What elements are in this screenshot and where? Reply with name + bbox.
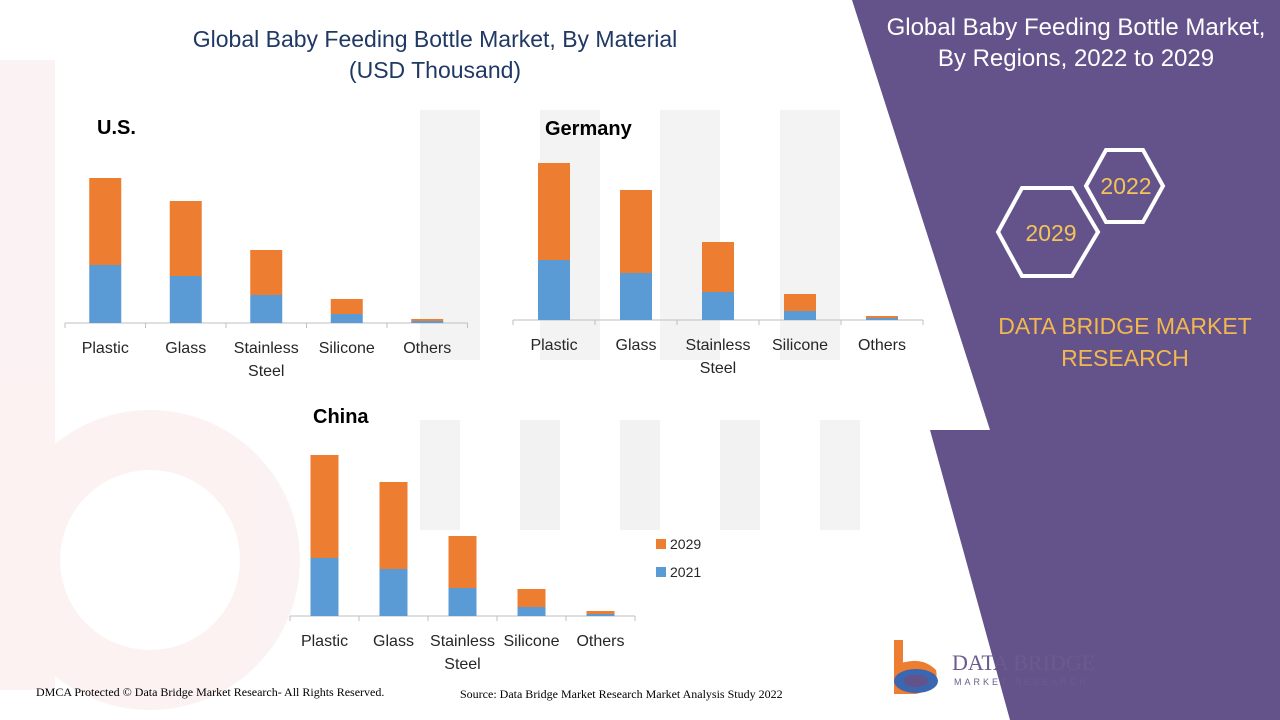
bar-2029-glass	[169, 201, 202, 276]
bar-2029-glass	[379, 482, 408, 569]
bar-2029-stainless-steel	[702, 242, 734, 292]
legend-swatch-2029	[656, 539, 666, 549]
logo-mark-icon	[894, 640, 938, 694]
x-tick-label: Stainless Steel	[234, 340, 299, 380]
x-tick-label: Glass	[616, 337, 657, 354]
hex-2029-label: 2029	[1025, 220, 1076, 246]
bar-2021-stainless-steel	[448, 588, 477, 616]
bar-2029-glass	[620, 190, 652, 273]
x-tick-label: Plastic	[530, 337, 577, 354]
regions-title: Global Baby Feeding Bottle Market, By Re…	[876, 12, 1276, 74]
bar-2021-plastic	[538, 260, 570, 320]
x-tick-label: Plastic	[301, 633, 348, 650]
regions-title-line1: Global Baby Feeding Bottle Market,	[886, 14, 1266, 41]
bar-2021-glass	[169, 276, 202, 323]
x-tick-label: Silicone	[503, 633, 559, 650]
bar-2021-plastic	[310, 558, 339, 616]
bar-2029-stainless-steel	[448, 536, 477, 588]
bar-2021-silicone	[784, 311, 816, 320]
regions-title-line2: By Regions, 2022 to 2029	[937, 45, 1215, 72]
bar-2029-silicone	[784, 294, 816, 311]
hex-2022-label: 2022	[1100, 173, 1151, 199]
bar-2021-others	[411, 321, 444, 323]
logo-subtitle: MARKET RESEARCH	[954, 677, 1089, 687]
brand-line2: RESEARCH	[1061, 345, 1189, 371]
us-chart-title: U.S.	[97, 117, 136, 139]
logo-name: DATA BRIDGE	[952, 650, 1096, 675]
x-tick-label: Silicone	[772, 337, 828, 354]
source-note: Source: Data Bridge Market Research Mark…	[460, 687, 783, 701]
right-panel	[852, 0, 1280, 720]
germany-chart-title: Germany	[545, 118, 632, 140]
bar-2021-plastic	[89, 265, 122, 323]
legend-item-2021: 2021	[656, 558, 701, 586]
china-chart-title: China	[313, 406, 369, 428]
x-tick-label: Silicone	[319, 340, 375, 357]
x-tick-label: Glass	[373, 633, 414, 650]
legend: 2029 2021	[656, 530, 701, 586]
bar-2029-others	[866, 316, 898, 318]
bar-2021-silicone	[330, 314, 363, 323]
brand-line1: DATA BRIDGE MARKET	[998, 313, 1252, 339]
bar-2021-silicone	[517, 607, 546, 616]
legend-swatch-2021	[656, 567, 666, 577]
bar-2021-stainless-steel	[702, 292, 734, 320]
bar-2029-plastic	[310, 455, 339, 558]
x-tick-label: Glass	[165, 340, 206, 357]
china-chart: Plastic Glass Stainless Steel Silicone Others	[289, 455, 636, 673]
bar-2021-glass	[379, 569, 408, 616]
germany-chart: Plastic Glass Stainless Steel Silicone Others	[512, 163, 924, 377]
main-title-line2: (USD Thousand)	[348, 57, 522, 83]
bar-2029-plastic	[89, 178, 122, 265]
hex-2029-shape	[995, 186, 1101, 278]
bar-2029-others	[411, 319, 444, 321]
hex-2022-shape	[1083, 148, 1166, 224]
x-tick-label: Plastic	[82, 340, 129, 357]
x-tick-label: Others	[858, 337, 906, 354]
us-chart: Plastic Glass Stainless Steel Silicone Others	[64, 178, 468, 380]
bar-2029-stainless-steel	[250, 250, 283, 295]
x-tick-label: Others	[403, 340, 451, 357]
x-tick-label: Stainless Steel	[686, 337, 751, 377]
watermark	[0, 60, 860, 710]
legend-label-2029: 2029	[670, 536, 702, 552]
brand-text: DATA BRIDGE MARKET RESEARCH	[970, 310, 1280, 374]
legend-label-2021: 2021	[670, 564, 702, 580]
x-tick-label: Stainless Steel	[430, 633, 495, 673]
bar-2021-stainless-steel	[250, 295, 283, 323]
x-tick-label: Others	[576, 633, 624, 650]
bar-2021-others	[586, 614, 615, 616]
bar-2029-others	[586, 611, 615, 614]
data-bridge-logo: DATA BRIDGE MARKET RESEARCH	[880, 636, 1110, 706]
bar-2029-plastic	[538, 163, 570, 260]
bar-2029-silicone	[330, 299, 363, 314]
bar-2021-glass	[620, 273, 652, 320]
bar-2029-silicone	[517, 589, 546, 607]
legend-item-2029: 2029	[656, 530, 701, 558]
main-title: Global Baby Feeding Bottle Market, By Ma…	[150, 24, 720, 86]
main-title-line1: Global Baby Feeding Bottle Market, By Ma…	[192, 26, 678, 52]
bar-2021-others	[866, 318, 898, 320]
year-hexagons: 2022 2029	[995, 148, 1166, 278]
dmca-notice: DMCA Protected © Data Bridge Market Rese…	[36, 685, 385, 699]
